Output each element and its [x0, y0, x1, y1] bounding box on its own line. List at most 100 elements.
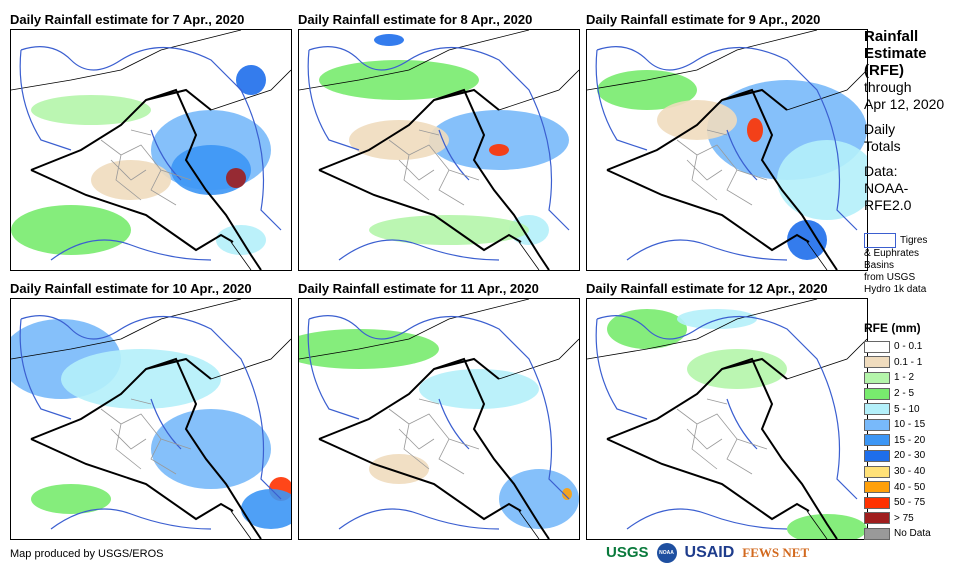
- panel-title: Daily Rainfall estimate for 10 Apr., 202…: [10, 281, 252, 296]
- rain-area: [369, 215, 529, 245]
- rain-area: [374, 34, 404, 46]
- rainfall-map-panel: [10, 29, 292, 271]
- rain-area: [787, 514, 867, 539]
- legend-swatch: [864, 387, 890, 400]
- legend-item: > 75: [864, 511, 931, 527]
- legend-swatch: [864, 527, 890, 540]
- legend-swatch: [864, 340, 890, 353]
- rain-area: [61, 349, 221, 409]
- legend-item: 10 - 15: [864, 417, 931, 433]
- rainfall-map-panel: [298, 29, 580, 271]
- legend-item: 15 - 20: [864, 433, 931, 449]
- rain-area: [677, 309, 757, 329]
- legend-label: 0 - 0.1: [894, 341, 923, 353]
- data-source-line: NOAA-: [864, 180, 909, 196]
- title-line: Rainfall: [864, 28, 919, 45]
- noaa-logo: NOAA: [656, 543, 677, 563]
- rain-area: [489, 144, 509, 156]
- rainfall-map-panel: [586, 29, 868, 271]
- rainfall-map-panel: [298, 298, 580, 540]
- map-credit: Map produced by USGS/EROS: [10, 548, 164, 560]
- legend-label: No Data: [894, 528, 931, 540]
- rain-area: [299, 329, 439, 369]
- legend-item: 0 - 0.1: [864, 339, 931, 355]
- title-line: (RFE): [864, 62, 904, 79]
- legend-swatch: [864, 356, 890, 369]
- title-line: Estimate: [864, 45, 927, 62]
- legend-swatch: [864, 434, 890, 447]
- legend-label: 15 - 20: [894, 434, 926, 446]
- rainfall-map-panel: [10, 298, 292, 540]
- panel-title: Daily Rainfall estimate for 9 Apr., 2020: [586, 12, 821, 27]
- legend-swatch: [864, 449, 890, 462]
- fewsnet-logo: FEWS NET: [742, 545, 810, 560]
- legend-label: 40 - 50: [894, 481, 926, 493]
- data-source-line: Data:: [864, 163, 898, 179]
- legend-item: 2 - 5: [864, 386, 931, 402]
- rain-area: [747, 118, 763, 142]
- totals-line: Totals: [864, 138, 901, 154]
- title-line: Apr 12, 2020: [864, 96, 945, 112]
- legend-label: > 75: [894, 512, 914, 524]
- legend-label: 30 - 40: [894, 466, 926, 478]
- panel-title: Daily Rainfall estimate for 12 Apr., 202…: [586, 281, 828, 296]
- rain-area: [241, 489, 291, 529]
- basin-legend: Tigres & Euphrates Basins from USGS Hydr…: [864, 233, 964, 296]
- data-source-line: RFE2.0: [864, 197, 912, 213]
- legend-title: RFE (mm): [864, 321, 921, 335]
- panel-title: Daily Rainfall estimate for 7 Apr., 2020: [10, 12, 245, 27]
- rain-area: [151, 409, 271, 489]
- rain-area: [226, 168, 246, 188]
- rain-area: [657, 100, 737, 140]
- basin-label: Hydro 1k data: [864, 284, 927, 295]
- basin-swatch: [864, 233, 896, 248]
- basin-label: Basins: [864, 260, 895, 271]
- rainfall-map-panel: [586, 298, 868, 540]
- legend-item: 30 - 40: [864, 464, 931, 480]
- legend-swatch: [864, 512, 890, 525]
- rfe-legend: RFE (mm) 0 - 0.1 0.1 - 1 1 - 2 2 - 5 5 - 10 1…: [864, 321, 931, 542]
- rain-area: [11, 205, 131, 255]
- legend-item: 50 - 75: [864, 495, 931, 511]
- rain-area: [319, 60, 479, 100]
- legend-label: 5 - 10: [894, 403, 920, 415]
- legend-item: 20 - 30: [864, 448, 931, 464]
- legend-item: 1 - 2: [864, 370, 931, 386]
- rain-area: [236, 65, 266, 95]
- legend-item: 0.1 - 1: [864, 355, 931, 371]
- legend-swatch: [864, 496, 890, 509]
- totals-line: Daily: [864, 121, 896, 137]
- map-title-block: Rainfall Estimate (RFE) through Apr 12, …: [864, 28, 964, 214]
- basin-label: from USGS: [864, 272, 916, 283]
- rain-area: [777, 140, 867, 220]
- rain-area: [429, 110, 569, 170]
- legend-label: 20 - 30: [894, 450, 926, 462]
- legend-swatch: [864, 481, 890, 494]
- legend-label: 10 - 15: [894, 419, 926, 431]
- legend-label: 2 - 5: [894, 388, 915, 400]
- rain-area: [562, 488, 572, 500]
- legend-item: 40 - 50: [864, 479, 931, 495]
- rain-area: [349, 120, 449, 160]
- rain-area: [419, 369, 539, 409]
- legend-label: 1 - 2: [894, 372, 915, 384]
- legend-swatch: [864, 465, 890, 478]
- rain-area: [687, 349, 787, 389]
- basin-label: & Euphrates: [864, 248, 920, 259]
- usaid-logo: USAID: [684, 544, 735, 561]
- legend-item: 5 - 10: [864, 401, 931, 417]
- title-line: through: [864, 79, 912, 95]
- usgs-logo: USGS: [606, 544, 649, 561]
- legend-label: 0.1 - 1: [894, 356, 923, 368]
- legend-swatch: [864, 403, 890, 416]
- legend-item: No Data: [864, 526, 931, 542]
- rain-area: [499, 469, 579, 529]
- partner-logos: USGS NOAA USAID FEWS NET: [606, 543, 809, 563]
- rain-area: [31, 95, 151, 125]
- legend-swatch: [864, 418, 890, 431]
- panel-title: Daily Rainfall estimate for 8 Apr., 2020: [298, 12, 533, 27]
- legend-label: 50 - 75: [894, 497, 926, 509]
- legend-swatch: [864, 371, 890, 384]
- rain-area: [31, 484, 111, 514]
